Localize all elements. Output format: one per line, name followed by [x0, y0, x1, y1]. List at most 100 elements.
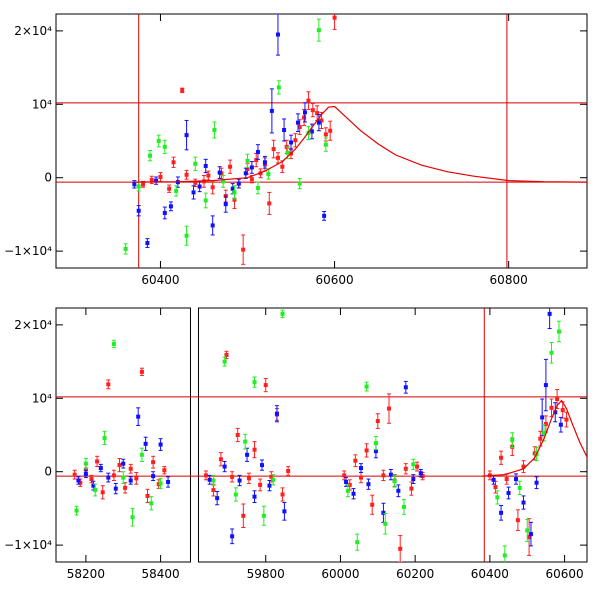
data-point	[207, 477, 212, 482]
data-point	[344, 479, 349, 484]
data-point	[148, 153, 153, 158]
x-tick-label: 58400	[142, 567, 180, 581]
data-point	[215, 496, 220, 501]
data-point	[203, 198, 208, 203]
y-tick-label: 0	[44, 171, 52, 185]
axis-frame-right	[197, 307, 588, 563]
y-tick-label: 2×10⁴	[14, 318, 52, 332]
y-tick-label: 10⁴	[32, 391, 52, 405]
data-point	[375, 419, 380, 424]
x-tick-label: 60800	[490, 273, 528, 287]
data-point	[249, 177, 254, 182]
data-point	[106, 382, 111, 387]
data-point	[193, 180, 198, 185]
y-tick-label: −1×10⁴	[4, 244, 52, 258]
data-point	[76, 478, 81, 483]
data-point	[121, 461, 126, 466]
data-point	[158, 481, 163, 486]
data-point	[528, 532, 533, 537]
data-point	[280, 164, 285, 169]
data-point	[252, 380, 257, 385]
data-point	[245, 166, 250, 171]
data-point	[128, 466, 133, 471]
data-point	[342, 473, 347, 478]
data-point	[549, 405, 554, 410]
data-point	[168, 204, 173, 209]
series-blue	[132, 14, 327, 248]
x-tick-label: 59800	[247, 567, 285, 581]
data-point	[514, 477, 519, 482]
data-point	[221, 179, 226, 184]
data-point	[499, 510, 504, 515]
data-point	[143, 441, 148, 446]
data-point	[366, 482, 371, 487]
data-point	[252, 494, 257, 499]
data-point	[403, 466, 408, 471]
data-point	[275, 32, 280, 37]
data-point	[401, 504, 406, 509]
data-point	[403, 385, 408, 390]
data-point	[134, 476, 139, 481]
data-point	[502, 553, 507, 558]
data-point	[111, 341, 116, 346]
data-point	[560, 408, 565, 413]
data-point	[98, 466, 103, 471]
data-point	[323, 142, 328, 147]
data-point	[392, 479, 397, 484]
data-point	[217, 170, 222, 175]
x-tick-label: 60400	[471, 567, 509, 581]
data-point	[243, 439, 248, 444]
data-point	[259, 463, 264, 468]
data-point	[383, 521, 388, 526]
data-point	[106, 475, 111, 480]
data-point	[254, 158, 259, 163]
data-point	[162, 210, 167, 215]
data-point	[197, 184, 202, 189]
data-point	[558, 422, 563, 427]
data-point	[230, 186, 235, 191]
series-green	[74, 309, 561, 562]
data-point	[211, 488, 216, 493]
data-point	[228, 164, 233, 169]
data-point	[261, 513, 266, 518]
data-point	[527, 535, 532, 540]
data-point	[373, 441, 378, 446]
data-point	[295, 120, 300, 125]
model-curve	[482, 399, 587, 477]
data-point	[274, 411, 279, 416]
x-tick-label: 60400	[141, 273, 179, 287]
data-point	[543, 421, 548, 426]
data-point	[547, 311, 552, 316]
data-point	[309, 129, 314, 134]
data-point	[297, 181, 302, 186]
series-green	[123, 18, 328, 255]
data-point	[267, 201, 272, 206]
data-point	[117, 463, 122, 468]
data-point	[212, 127, 217, 132]
data-point	[353, 458, 358, 463]
data-point	[151, 474, 156, 479]
data-point	[151, 460, 156, 465]
data-point	[415, 464, 420, 469]
data-point	[521, 500, 526, 505]
data-point	[499, 455, 504, 460]
data-point	[184, 172, 189, 177]
data-point	[210, 185, 215, 190]
data-point	[206, 173, 211, 178]
data-point	[297, 125, 302, 130]
data-point	[162, 144, 167, 149]
data-point	[210, 223, 215, 228]
data-point	[534, 480, 539, 485]
data-point	[83, 471, 88, 476]
data-point	[236, 181, 241, 186]
data-point	[154, 178, 159, 183]
data-point	[136, 414, 141, 419]
data-point	[252, 447, 257, 452]
data-point	[218, 457, 223, 462]
data-point	[280, 492, 285, 497]
x-tick-label: 60600	[315, 273, 353, 287]
data-point	[358, 475, 363, 480]
data-point	[373, 449, 378, 454]
data-point	[263, 383, 268, 388]
